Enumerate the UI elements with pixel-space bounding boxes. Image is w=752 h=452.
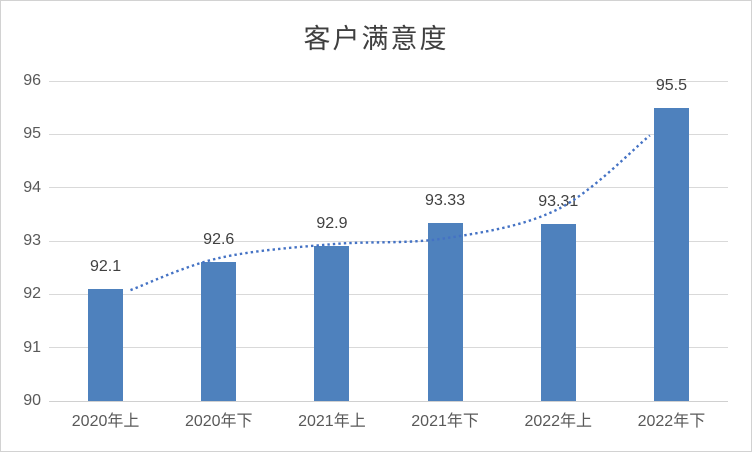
bar-value-label: 92.9 [316,215,348,233]
gridline [49,187,728,189]
gridline [49,347,728,349]
bar-value-label: 95.5 [655,76,687,94]
x-category-label: 2020年上 [71,413,140,430]
y-tick-label: 95 [23,125,41,143]
gridline [49,80,728,82]
x-category-label: 2022年上 [524,413,593,430]
bar-value-label: 92.6 [203,231,235,249]
x-category-label: 2022年下 [637,413,706,430]
y-tick-label: 91 [23,338,41,356]
x-axis-line [49,400,728,402]
gridline [49,293,728,295]
x-category-label: 2020年下 [184,413,253,430]
y-tick-label: 96 [23,72,41,89]
bar-value-label: 93.33 [425,192,466,210]
bar [201,262,237,401]
bar [314,246,350,401]
bar [88,289,124,401]
y-tick-label: 92 [23,285,41,303]
x-category-label: 2021年上 [298,413,366,430]
x-category-label: 2021年下 [411,413,479,430]
y-tick-label: 90 [23,392,41,409]
gridline [49,240,728,242]
bar [540,224,576,401]
bar [653,107,689,401]
y-tick-label: 93 [23,232,41,249]
bar-value-label: 92.1 [90,258,122,275]
y-tick-label: 94 [23,178,41,196]
gridline [49,133,728,135]
bar-value-label: 93.31 [538,193,579,211]
bar [427,223,463,401]
chart-title: 客户满意度 [303,24,449,54]
